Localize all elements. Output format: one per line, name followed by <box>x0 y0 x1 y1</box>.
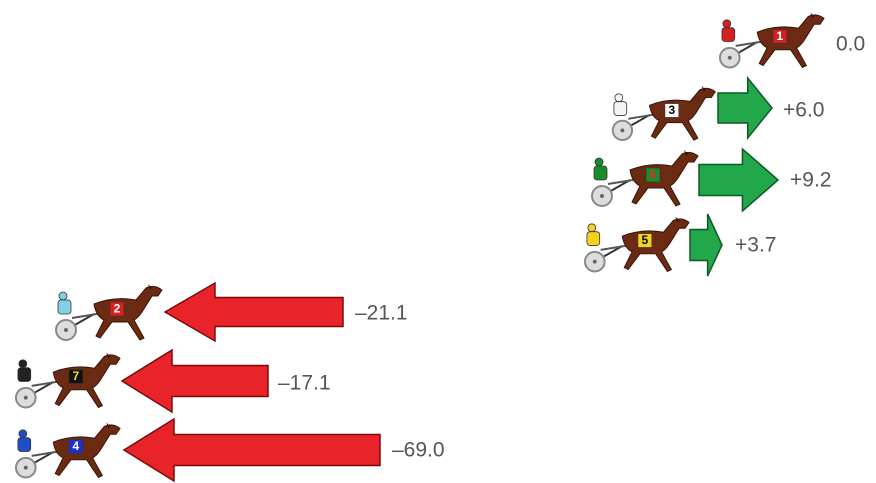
value-label: –21.1 <box>355 302 408 325</box>
driver-helmet <box>595 158 603 166</box>
horse <box>56 284 162 340</box>
driver-helmet <box>19 430 27 438</box>
horse <box>585 217 689 272</box>
horse <box>720 13 824 68</box>
arrow <box>690 214 722 276</box>
arrow <box>165 283 343 341</box>
horse-group: 2 –21.1 <box>56 283 408 341</box>
horse <box>613 86 715 140</box>
driver-silks <box>722 28 735 42</box>
horse <box>16 353 120 408</box>
horse-group: 7 –17.1 <box>16 350 331 412</box>
arrow <box>122 350 268 412</box>
horse-group: 5 +3.7 <box>585 214 777 276</box>
horse-number: 4 <box>73 439 80 453</box>
horse-group: 4 –69.0 <box>16 419 445 481</box>
driver-silks <box>614 102 627 116</box>
horse-number: 5 <box>642 233 649 247</box>
horse-number: 3 <box>669 103 676 117</box>
driver-silks <box>58 300 71 314</box>
driver-silks <box>594 166 607 180</box>
arrow <box>124 419 380 481</box>
horse-number: 7 <box>73 369 80 383</box>
driver-helmet <box>588 224 596 232</box>
driver-helmet <box>19 360 27 368</box>
horse <box>592 150 698 206</box>
horse-number: 2 <box>114 302 121 316</box>
horse-number: 1 <box>777 29 784 43</box>
driver-silks <box>587 232 600 246</box>
arrow <box>718 78 772 138</box>
value-label: –69.0 <box>392 439 445 462</box>
driver-silks <box>18 368 31 382</box>
value-label: +9.2 <box>790 169 831 192</box>
horse <box>16 423 120 478</box>
value-label: –17.1 <box>278 372 331 395</box>
arrow <box>699 149 778 211</box>
horse-number: 6 <box>650 168 657 182</box>
value-label: +6.0 <box>783 99 824 122</box>
driver-helmet <box>615 94 623 102</box>
diagram: 10.03+6.06+9.25+3.72–21.17–17.14–69.0 <box>0 0 876 483</box>
driver-silks <box>18 438 31 452</box>
driver-helmet <box>59 292 67 300</box>
value-label: 0.0 <box>836 33 865 56</box>
driver-helmet <box>723 20 731 28</box>
value-label: +3.7 <box>735 234 776 257</box>
horse-group: 6 +9.2 <box>592 149 831 211</box>
horse-group: 3 +6.0 <box>613 78 825 140</box>
